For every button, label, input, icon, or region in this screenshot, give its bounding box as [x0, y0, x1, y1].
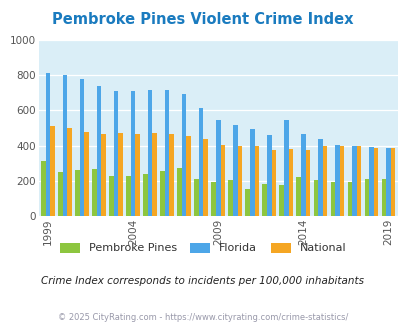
Bar — [305, 150, 309, 216]
Bar — [220, 145, 224, 216]
Bar — [237, 147, 241, 216]
Bar — [147, 90, 152, 216]
Bar — [194, 179, 198, 216]
Bar — [317, 139, 322, 216]
Bar — [198, 109, 203, 216]
Bar — [113, 91, 118, 216]
Bar — [67, 128, 72, 216]
Bar — [330, 182, 334, 216]
Bar — [50, 126, 55, 216]
Bar — [58, 172, 62, 216]
Bar — [211, 182, 215, 216]
Bar — [152, 133, 157, 216]
Bar — [288, 149, 292, 216]
Text: Crime Index corresponds to incidents per 100,000 inhabitants: Crime Index corresponds to incidents per… — [41, 276, 364, 285]
Bar — [79, 79, 84, 216]
Bar — [130, 91, 135, 216]
Bar — [334, 145, 339, 216]
Bar — [266, 135, 271, 216]
Bar — [96, 86, 101, 216]
Bar — [347, 182, 351, 216]
Bar — [160, 171, 164, 216]
Bar — [245, 189, 249, 216]
Bar — [390, 148, 394, 216]
Bar — [381, 179, 385, 216]
Bar — [271, 150, 275, 216]
Bar — [45, 73, 50, 216]
Bar — [313, 180, 317, 216]
Bar — [181, 94, 186, 216]
Bar — [186, 136, 191, 216]
Bar — [385, 148, 390, 216]
Bar — [364, 179, 368, 216]
Bar — [164, 90, 169, 216]
Bar — [339, 146, 343, 216]
Bar — [228, 180, 232, 216]
Bar — [101, 134, 106, 216]
Bar — [62, 75, 67, 216]
Bar — [92, 169, 96, 216]
Legend: Pembroke Pines, Florida, National: Pembroke Pines, Florida, National — [60, 243, 345, 253]
Bar — [75, 170, 79, 216]
Bar — [296, 177, 301, 216]
Bar — [41, 160, 45, 216]
Bar — [254, 147, 258, 216]
Bar — [351, 147, 356, 216]
Bar — [284, 120, 288, 216]
Bar — [356, 147, 360, 216]
Bar — [135, 134, 140, 216]
Bar — [373, 148, 377, 216]
Bar — [232, 125, 237, 216]
Bar — [109, 176, 113, 216]
Bar — [249, 129, 254, 216]
Bar — [262, 184, 266, 216]
Bar — [126, 176, 130, 216]
Bar — [322, 147, 326, 216]
Bar — [143, 174, 147, 216]
Bar — [169, 134, 174, 216]
Bar — [301, 134, 305, 216]
Bar — [203, 139, 208, 216]
Bar — [118, 133, 123, 216]
Bar — [84, 132, 89, 216]
Bar — [215, 120, 220, 216]
Text: Pembroke Pines Violent Crime Index: Pembroke Pines Violent Crime Index — [52, 12, 353, 26]
Bar — [279, 185, 284, 216]
Text: © 2025 CityRating.com - https://www.cityrating.com/crime-statistics/: © 2025 CityRating.com - https://www.city… — [58, 313, 347, 322]
Bar — [177, 168, 181, 216]
Bar — [368, 147, 373, 216]
